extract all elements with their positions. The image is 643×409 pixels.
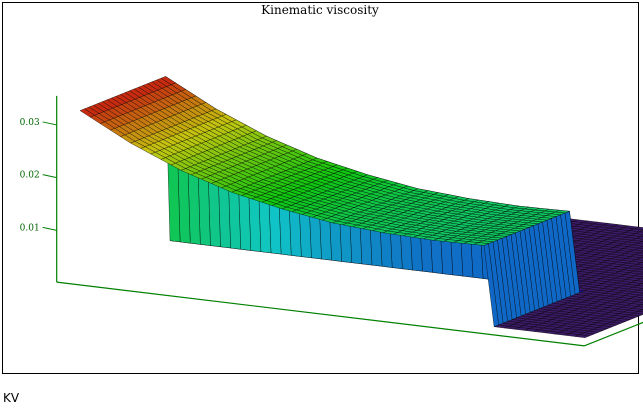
z-tick-mark [42, 174, 57, 179]
x-axis-line [56, 281, 585, 347]
surface-patch [79, 108, 95, 118]
z-tick-mark [42, 226, 57, 231]
z-tick-label: 0.02 [20, 171, 40, 181]
caption-label: KV [3, 391, 20, 405]
y-axis-line [584, 321, 643, 347]
z-tick-mark [42, 121, 57, 126]
surface [79, 76, 643, 338]
axes [56, 95, 643, 347]
z-axis-ticks: 0.01 0.02 0.03 [20, 118, 57, 233]
z-tick-label: 0.03 [20, 118, 40, 128]
z-tick-label: 0.01 [20, 223, 40, 233]
chart-title: Kinematic viscosity [261, 3, 379, 17]
